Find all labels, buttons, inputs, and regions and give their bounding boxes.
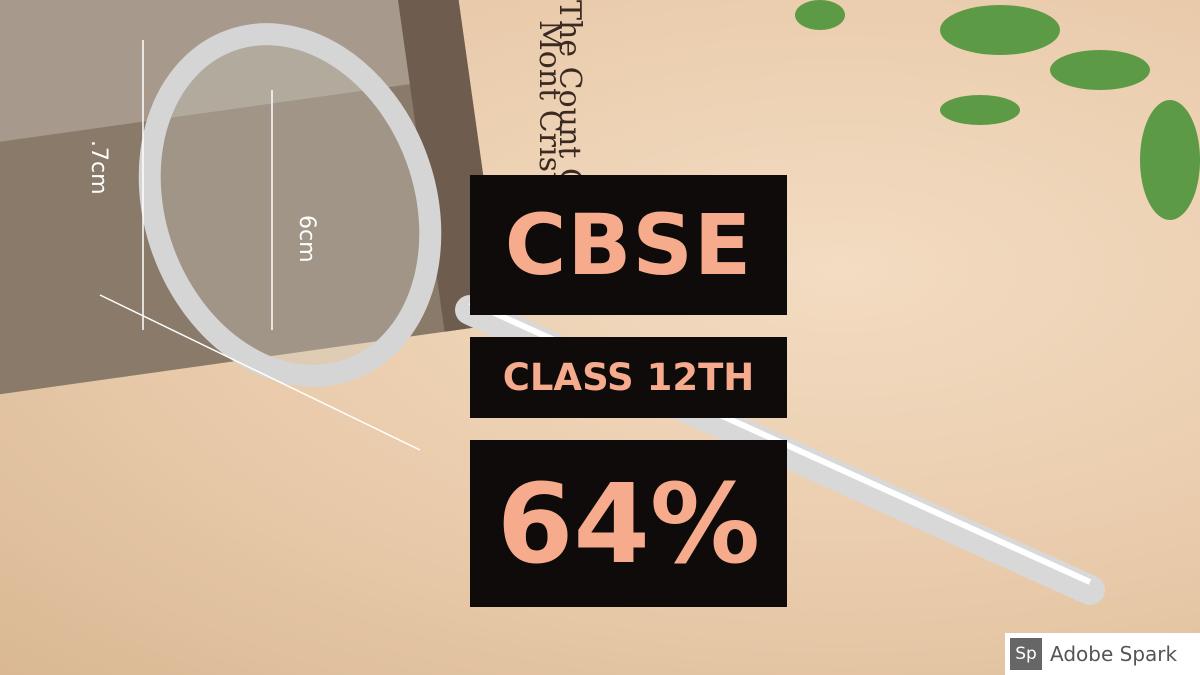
book-spine-text: Mont Cristo xyxy=(532,20,567,202)
book-spine-text: The Count Of xyxy=(552,0,587,205)
badge-logo: Sp xyxy=(1010,638,1042,670)
adobe-spark-badge: Sp Adobe Spark xyxy=(1005,633,1200,675)
badge-text: Adobe Spark xyxy=(1050,642,1178,666)
plants xyxy=(795,0,1200,220)
measure-label: .7cm xyxy=(86,140,111,195)
title: CBSE xyxy=(504,196,753,294)
score-box: 64% xyxy=(470,440,787,607)
measure-label: 6cm xyxy=(294,215,319,263)
subtitle: CLASS 12TH xyxy=(502,356,755,399)
score: 64% xyxy=(496,459,761,588)
magnifier-lens xyxy=(138,23,442,387)
subtitle-box: CLASS 12TH xyxy=(470,337,787,418)
title-box: CBSE xyxy=(470,175,787,315)
